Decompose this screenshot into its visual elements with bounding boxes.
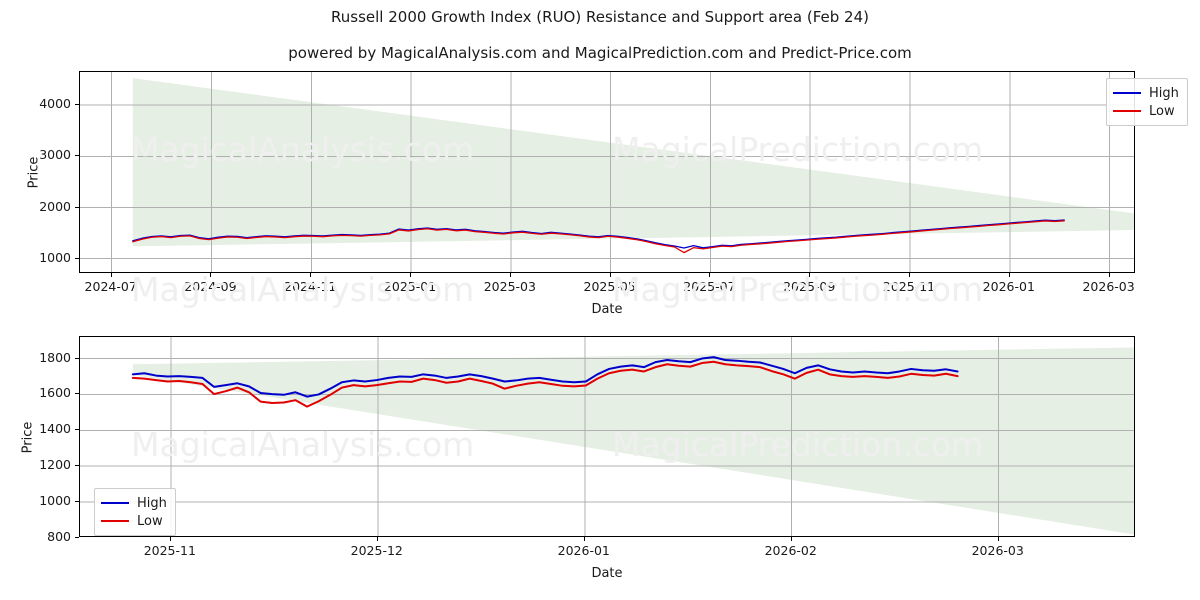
y-tick-mark	[75, 501, 79, 503]
y-tick-mark	[75, 393, 79, 395]
legend-item-low: Low	[101, 512, 167, 530]
legend-item-high: High	[101, 494, 167, 512]
y-tick-label: 800	[47, 529, 71, 544]
detail-chart-plot	[80, 337, 1134, 536]
x-tick-mark	[809, 273, 811, 277]
x-tick-mark	[583, 537, 585, 541]
x-tick-label: 2026-01	[557, 543, 610, 558]
y-tick-label: 2000	[39, 198, 71, 214]
y-tick-mark	[75, 357, 79, 359]
x-tick-mark	[1008, 273, 1010, 277]
overview-chart-plot	[80, 72, 1134, 272]
x-tick-label: 2024-09	[184, 279, 237, 294]
x-tick-label: 2025-11	[882, 279, 936, 294]
x-tick-label: 2025-05	[583, 279, 636, 294]
y-tick-mark	[75, 537, 79, 538]
x-tick-mark	[709, 273, 711, 277]
y-tick-label: 3000	[39, 147, 71, 163]
x-tick-label: 2026-03	[1082, 279, 1135, 294]
overview-x-axis-label: Date	[591, 302, 623, 317]
legend-label-low: Low	[137, 513, 163, 529]
x-tick-mark	[376, 537, 378, 541]
legend-swatch-high	[1113, 92, 1141, 94]
x-tick-mark	[790, 537, 792, 541]
legend-label-low: Low	[1149, 103, 1175, 119]
x-tick-label: 2025-12	[350, 543, 403, 558]
x-tick-mark	[110, 273, 112, 277]
y-tick-mark	[75, 155, 79, 157]
legend-swatch-high	[101, 502, 129, 504]
y-tick-label: 1800	[39, 349, 71, 365]
x-tick-mark	[509, 273, 511, 277]
legend-item-low: Low	[1113, 102, 1179, 120]
page-title: Russell 2000 Growth Index (RUO) Resistan…	[331, 8, 869, 26]
y-tick-mark	[75, 257, 79, 259]
x-tick-label: 2025-07	[683, 279, 736, 294]
x-tick-label: 2026-03	[971, 543, 1024, 558]
detail-x-axis-label: Date	[591, 566, 623, 581]
x-tick-label: 2025-11	[143, 543, 196, 558]
x-tick-mark	[997, 537, 999, 541]
x-tick-mark	[609, 273, 611, 277]
legend-label-high: High	[1149, 85, 1179, 101]
y-tick-label: 1600	[39, 385, 71, 401]
x-tick-mark	[1108, 273, 1110, 277]
page-subtitle: powered by MagicalAnalysis.com and Magic…	[288, 44, 912, 62]
y-tick-label: 1400	[39, 421, 71, 437]
x-tick-mark	[210, 273, 212, 277]
y-tick-mark	[75, 206, 79, 208]
y-tick-label: 1000	[39, 249, 71, 265]
x-tick-label: 2026-01	[982, 279, 1035, 294]
x-tick-mark	[169, 537, 171, 541]
y-tick-mark	[75, 104, 79, 106]
legend-item-high: High	[1113, 84, 1179, 102]
detail-chart-panel	[79, 336, 1135, 537]
x-tick-mark	[410, 273, 412, 277]
x-tick-label: 2024-07	[84, 279, 137, 294]
x-tick-label: 2026-02	[764, 543, 817, 558]
y-tick-label: 1000	[39, 493, 71, 509]
legend-swatch-low	[101, 520, 129, 522]
y-tick-mark	[75, 429, 79, 431]
x-tick-label: 2025-01	[383, 279, 437, 294]
overview-chart-panel	[79, 71, 1135, 273]
x-tick-label: 2025-03	[483, 279, 536, 294]
x-tick-label: 2025-09	[783, 279, 836, 294]
overview-legend: High Low	[1106, 78, 1188, 126]
legend-label-high: High	[137, 495, 167, 511]
y-tick-label: 1200	[39, 457, 71, 473]
x-tick-mark	[909, 273, 911, 277]
detail-legend: High Low	[94, 488, 176, 536]
x-tick-mark	[310, 273, 312, 277]
y-tick-label: 4000	[39, 96, 71, 112]
x-tick-label: 2024-11	[284, 279, 337, 294]
y-tick-mark	[75, 465, 79, 467]
legend-swatch-low	[1113, 110, 1141, 112]
